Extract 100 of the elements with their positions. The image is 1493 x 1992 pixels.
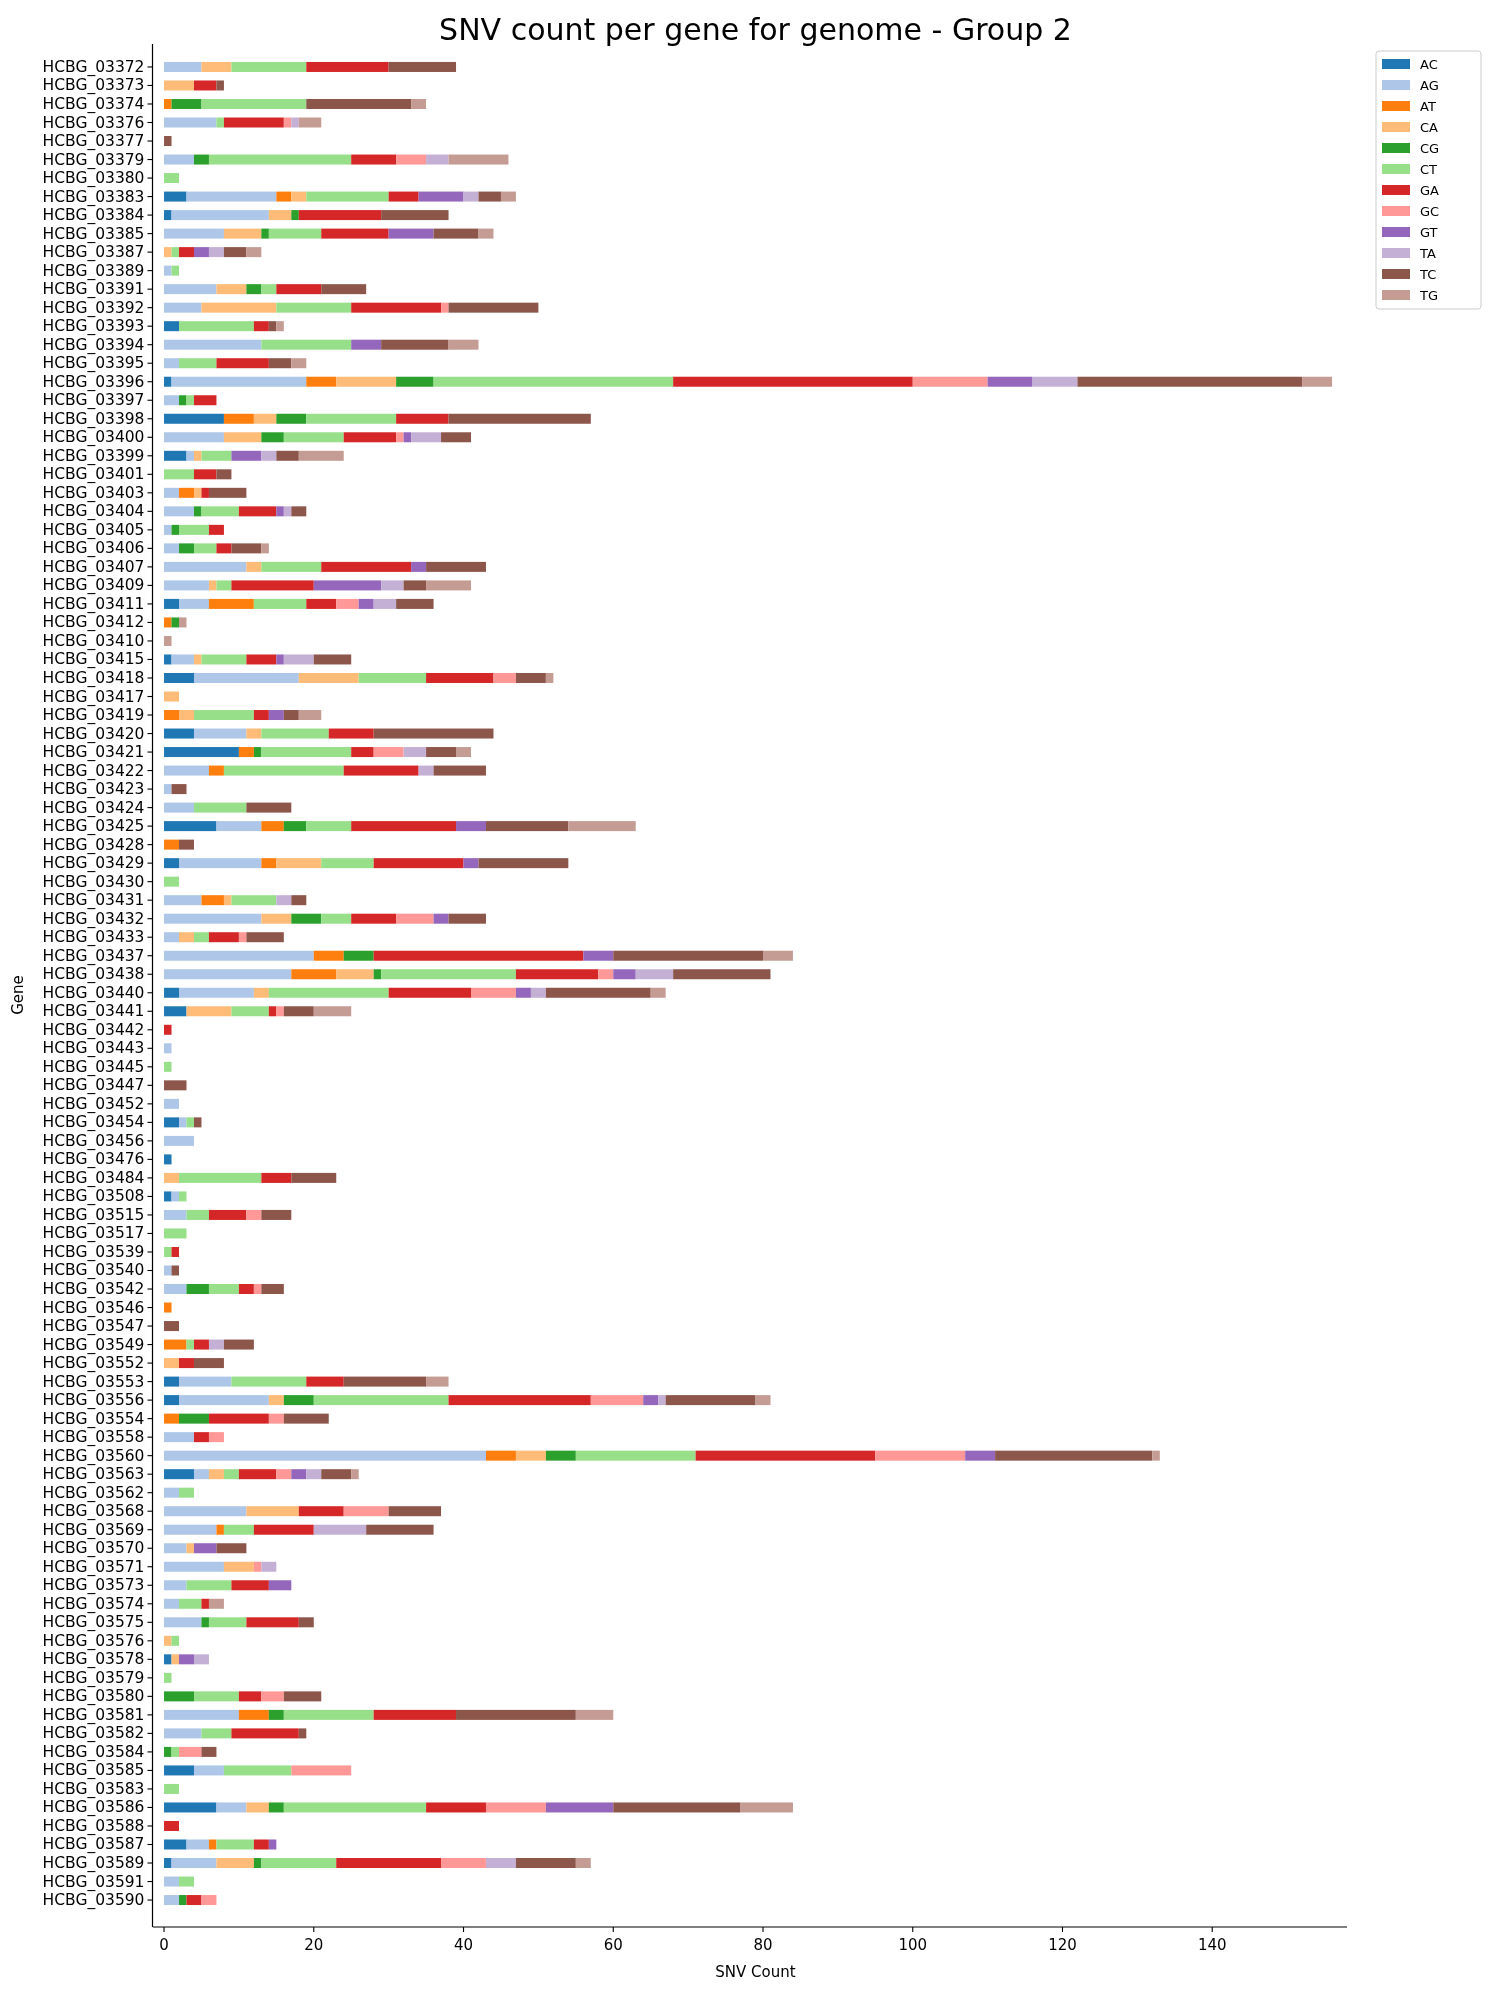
y-tick-label: HCBG_03410 [42, 631, 145, 651]
bar [321, 284, 367, 295]
y-tick-label: HCBG_03586 [42, 1798, 145, 1818]
y-tick-label: HCBG_03542 [42, 1280, 145, 1300]
bar [186, 191, 277, 202]
bar [261, 747, 352, 758]
bar [164, 302, 202, 313]
bar [381, 210, 449, 221]
bar [208, 1432, 224, 1443]
bar [306, 61, 389, 72]
chart-title: SNV count per gene for genome - Group 2 [439, 12, 1072, 47]
bar [193, 1691, 239, 1702]
bar [598, 969, 614, 980]
y-tick-label: HCBG_03573 [42, 1576, 145, 1596]
bar [268, 1395, 284, 1406]
y-tick-label: HCBG_03445 [42, 1057, 145, 1077]
bar [740, 1802, 793, 1813]
bar [283, 1395, 314, 1406]
bar [253, 1524, 314, 1535]
bar [164, 1543, 187, 1554]
bar [276, 654, 284, 665]
bar [164, 1117, 180, 1128]
y-tick-label: HCBG_03443 [42, 1039, 145, 1059]
y-tick-label: HCBG_03539 [42, 1242, 145, 1262]
bar [426, 580, 471, 591]
bar [164, 228, 224, 239]
y-tick-label: HCBG_03380 [42, 169, 145, 189]
bar [306, 191, 389, 202]
bar [164, 1265, 172, 1276]
bar [298, 672, 359, 683]
bar [238, 506, 277, 517]
y-tick-label: HCBG_03398 [42, 409, 145, 429]
bar [171, 376, 307, 387]
bar [171, 210, 269, 221]
bar [208, 524, 224, 535]
bar [164, 932, 180, 943]
x-tick-label: 40 [453, 1936, 474, 1954]
bar [193, 1358, 224, 1369]
bar [268, 321, 277, 332]
bar [276, 895, 292, 906]
bar [179, 487, 194, 498]
bar [164, 1895, 180, 1906]
bar [373, 747, 404, 758]
bar [164, 950, 314, 961]
bar [411, 98, 427, 109]
bar [291, 895, 307, 906]
bar [171, 654, 194, 665]
bar [164, 173, 180, 184]
bar [478, 858, 569, 869]
bar [575, 1858, 591, 1869]
bar [313, 1395, 449, 1406]
bar [186, 1006, 232, 1017]
y-tick-label: HCBG_03385 [42, 224, 145, 244]
bar [351, 747, 374, 758]
bar [201, 450, 232, 461]
bar [276, 1469, 292, 1480]
bar [396, 154, 427, 165]
bar [283, 506, 292, 517]
bar [179, 321, 254, 332]
bar [268, 1839, 277, 1850]
bar [164, 1820, 180, 1831]
bar [373, 728, 494, 739]
y-axis-title: Gene [9, 975, 27, 1015]
bar [216, 580, 232, 591]
bar [515, 987, 531, 998]
bar [164, 1432, 194, 1443]
y-tick-label: HCBG_03411 [42, 594, 145, 614]
bar [164, 117, 217, 128]
bar [164, 469, 194, 480]
legend-label: TA [1419, 245, 1436, 261]
bar [321, 561, 412, 572]
bar [261, 1172, 292, 1183]
bar [298, 1728, 307, 1739]
bar [164, 1395, 180, 1406]
y-tick-label: HCBG_03430 [42, 872, 145, 892]
y-tick-label: HCBG_03397 [42, 391, 145, 411]
bar [164, 1635, 172, 1646]
bar [179, 358, 217, 369]
bar [343, 1506, 389, 1517]
y-tick-label: HCBG_03546 [42, 1298, 145, 1318]
bar [351, 913, 397, 924]
bar [164, 1154, 172, 1165]
bar [208, 1339, 224, 1350]
bar [164, 1580, 187, 1591]
bar [164, 543, 180, 554]
bar [283, 1709, 374, 1720]
bar [179, 858, 262, 869]
bar [201, 98, 307, 109]
y-tick-label: HCBG_03484 [42, 1168, 145, 1188]
bar [673, 376, 913, 387]
y-tick-label: HCBG_03549 [42, 1335, 145, 1355]
y-tick-label: HCBG_03437 [42, 946, 145, 966]
bar [164, 1302, 172, 1313]
y-tick-label: HCBG_03440 [42, 983, 145, 1003]
y-tick-label: HCBG_03384 [42, 206, 145, 226]
bar [268, 1580, 292, 1591]
bar [276, 302, 352, 313]
bar [381, 339, 449, 350]
bar [238, 1709, 269, 1720]
bar [276, 413, 307, 424]
